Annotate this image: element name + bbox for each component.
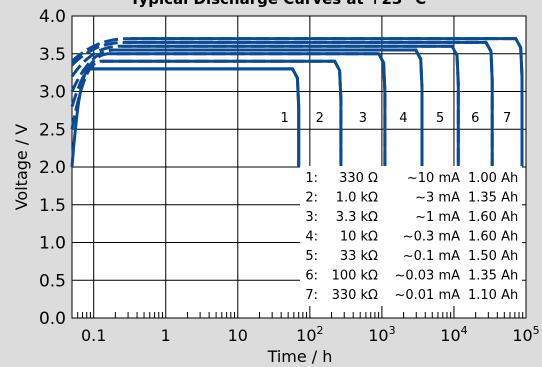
y-tick-label: 2.5 [39,120,66,140]
legend-table-capacity: 1.00 Ah [468,171,518,186]
curve-labels: 1 2 3 4 5 6 7 [281,111,512,126]
legend-table-id: 5: [305,249,318,264]
minor-ticks [77,312,524,318]
y-tick-label: 2.0 [39,158,66,178]
legend-table-id: 7: [305,288,318,303]
legend-table-current: ~1 mA [415,210,460,225]
legend-table-current: ~0.03 mA [394,269,460,284]
legend-table-capacity: 1.35 Ah [468,269,518,284]
curve-label-2: 2 [316,111,324,126]
x-tick-label: 103 [368,324,395,345]
curve-label-5: 5 [436,111,444,126]
discharge-curve-2 [70,59,343,167]
legend-table-id: 2: [305,191,318,206]
discharge-curve-4-plateau [116,48,424,167]
y-axis-title: Voltage / V [12,124,31,211]
x-tick-label: 10 [228,326,248,345]
legend-table-current: ~0.01 mA [394,288,460,303]
y-tick-label: 0.5 [39,271,66,291]
discharge-curve-2-plateau [101,59,343,167]
y-tick-label: 4.0 [39,7,66,27]
legend-table-load: 1.0 kΩ [336,191,378,206]
legend-table-capacity: 1.50 Ah [468,249,518,264]
legend-table-load: 100 kΩ [332,269,378,284]
legend-table-capacity: 1.10 Ah [468,288,518,303]
legend-table-load: 3.3 kΩ [336,210,378,225]
legend-table-id: 3: [305,210,318,225]
curve-label-6: 6 [471,111,479,126]
y-tick-label: 1.0 [39,234,66,254]
discharge-curve-3-plateau [110,52,387,167]
legend-table-bg [300,166,522,306]
discharge-curves [70,37,524,168]
legend-table-current: ~10 mA [407,171,460,186]
curve-label-3: 3 [359,111,367,126]
curve-label-7: 7 [503,111,511,126]
legend-table-id: 1: [305,171,318,186]
y-tick-label: 1.5 [39,196,66,216]
legend-table-load: 33 kΩ [340,249,378,264]
legend-table-load: 330 Ω [339,171,378,186]
legend-table-capacity: 1.60 Ah [468,210,518,225]
discharge-curve-7-plateau [131,37,524,167]
x-tick-label: 102 [296,324,323,345]
discharge-curve-7 [70,37,524,167]
x-tick-label: 104 [440,324,467,345]
curve-label-1: 1 [281,111,289,126]
legend-table-id: 6: [305,269,318,284]
discharge-curve-6-plateau [127,40,494,167]
legend-table-current: ~3 mA [415,191,460,206]
legend-table-current: ~0.3 mA [403,230,460,245]
legend-table-current: ~0.1 mA [403,249,460,264]
x-tick-labels: 0.1 1 10 102 103 104 105 [81,324,540,345]
legend-table-load: 330 kΩ [332,288,378,303]
legend-table-capacity: 1.60 Ah [468,230,518,245]
x-tick-label: 105 [512,324,539,345]
y-tick-label: 0.0 [39,309,66,329]
legend-table-load: 10 kΩ [340,230,378,245]
legend-table-capacity: 1.35 Ah [468,191,518,206]
y-tick-label: 3.5 [39,45,66,65]
discharge-curve-5-plateau [122,44,460,167]
x-tick-label: 0.1 [81,326,106,345]
discharge-curve-1-plateau [90,67,301,167]
y-tick-label: 3.0 [39,83,66,103]
x-axis-title: Time / h [267,347,333,366]
y-tick-labels: 0.0 0.5 1.0 1.5 2.0 2.5 3.0 3.5 4.0 [39,7,66,329]
chart-title: Typical Discharge Curves at +23 °C [130,0,426,8]
x-tick-label: 1 [161,326,171,345]
legend-table: 1: 330 Ω ~10 mA 1.00 Ah 2: 1.0 kΩ ~3 mA 1.35 Ah… [300,166,522,306]
curve-label-4: 4 [399,111,407,126]
legend-table-id: 4: [305,230,318,245]
